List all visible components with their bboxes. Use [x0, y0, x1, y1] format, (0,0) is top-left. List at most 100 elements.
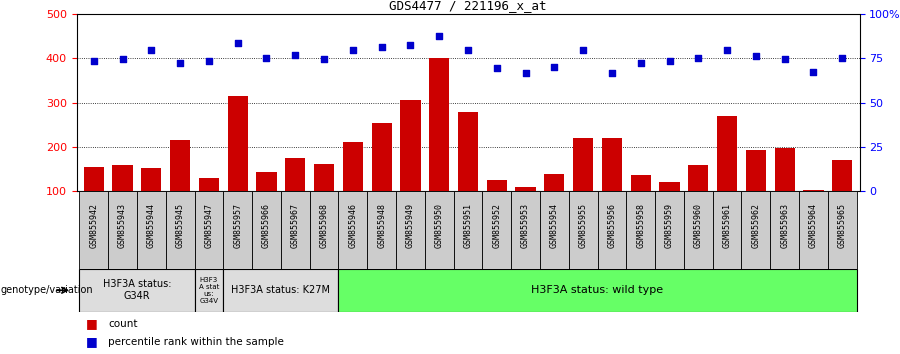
Bar [688, 166, 708, 191]
Bar [108, 191, 137, 269]
Bar [487, 180, 507, 191]
Bar [338, 191, 367, 269]
Bar [281, 191, 310, 269]
Point [461, 48, 475, 53]
Text: GSM855959: GSM855959 [665, 203, 674, 248]
Point [835, 56, 850, 61]
Text: GSM855946: GSM855946 [348, 203, 357, 248]
Point [259, 56, 274, 61]
Text: GSM855955: GSM855955 [579, 203, 588, 248]
Point [634, 60, 648, 66]
Text: GSM855962: GSM855962 [752, 203, 760, 248]
Point [173, 60, 187, 66]
Bar [631, 175, 651, 191]
Bar [569, 191, 598, 269]
Bar [310, 191, 338, 269]
Bar [684, 191, 713, 269]
Bar [194, 269, 223, 312]
Text: GSM855950: GSM855950 [435, 203, 444, 248]
Text: GSM855964: GSM855964 [809, 203, 818, 248]
Bar [252, 191, 281, 269]
Point [720, 48, 734, 53]
Bar [141, 168, 161, 191]
Point [374, 45, 389, 50]
Title: GDS4477 / 221196_x_at: GDS4477 / 221196_x_at [389, 0, 547, 12]
Text: H3F3A status: wild type: H3F3A status: wild type [532, 285, 663, 295]
Point [518, 70, 533, 75]
Bar [223, 191, 252, 269]
Bar [314, 164, 334, 191]
Point [230, 40, 245, 46]
Point [490, 65, 504, 71]
Text: H3F3A status: K27M: H3F3A status: K27M [231, 285, 330, 295]
Bar [400, 101, 420, 191]
Bar [285, 158, 305, 191]
Bar [626, 191, 655, 269]
Text: ■: ■ [86, 335, 97, 348]
Text: GSM855951: GSM855951 [464, 203, 472, 248]
Bar [170, 140, 190, 191]
Bar [799, 191, 828, 269]
Text: GSM855965: GSM855965 [838, 203, 847, 248]
Point [346, 48, 360, 53]
Text: GSM855956: GSM855956 [608, 203, 616, 248]
Text: GSM855960: GSM855960 [694, 203, 703, 248]
Bar [598, 191, 626, 269]
Bar [256, 172, 276, 191]
Text: GSM855958: GSM855958 [636, 203, 645, 248]
Text: GSM855953: GSM855953 [521, 203, 530, 248]
Bar [770, 191, 799, 269]
Bar [454, 191, 482, 269]
Bar [540, 191, 569, 269]
Point [778, 57, 792, 62]
Point [576, 48, 590, 53]
Text: GSM855954: GSM855954 [550, 203, 559, 248]
Point [605, 70, 619, 75]
Bar [655, 191, 684, 269]
Bar [367, 191, 396, 269]
Text: GSM855966: GSM855966 [262, 203, 271, 248]
Text: GSM855961: GSM855961 [723, 203, 732, 248]
Bar [425, 191, 454, 269]
Point [202, 58, 216, 63]
Text: GSM855957: GSM855957 [233, 203, 242, 248]
Bar [79, 269, 194, 312]
Point [432, 34, 446, 39]
Bar [166, 191, 194, 269]
Text: genotype/variation: genotype/variation [1, 285, 94, 295]
Bar [84, 167, 104, 191]
Point [662, 58, 677, 63]
Point [547, 64, 562, 70]
Point [144, 48, 158, 53]
Point [86, 58, 101, 63]
Point [403, 42, 418, 48]
Bar [194, 191, 223, 269]
Bar [223, 269, 338, 312]
Bar [137, 191, 166, 269]
Bar [573, 138, 593, 191]
Text: GSM855943: GSM855943 [118, 203, 127, 248]
Text: GSM855968: GSM855968 [320, 203, 328, 248]
Bar [199, 178, 219, 191]
Text: GSM855967: GSM855967 [291, 203, 300, 248]
Bar [343, 143, 363, 191]
Bar [429, 58, 449, 191]
Text: GSM855947: GSM855947 [204, 203, 213, 248]
Bar [660, 182, 680, 191]
Text: GSM855952: GSM855952 [492, 203, 501, 248]
Bar [804, 190, 824, 191]
Bar [458, 113, 478, 191]
Bar [775, 148, 795, 191]
Text: GSM855944: GSM855944 [147, 203, 156, 248]
Bar [713, 191, 742, 269]
Text: percentile rank within the sample: percentile rank within the sample [108, 337, 284, 347]
Text: ■: ■ [86, 318, 97, 330]
Point [317, 57, 331, 62]
Text: GSM855945: GSM855945 [176, 203, 184, 248]
Bar [396, 191, 425, 269]
Text: count: count [108, 319, 138, 329]
Bar [828, 191, 857, 269]
Bar [79, 191, 108, 269]
Bar [832, 160, 852, 191]
Bar [516, 187, 536, 191]
